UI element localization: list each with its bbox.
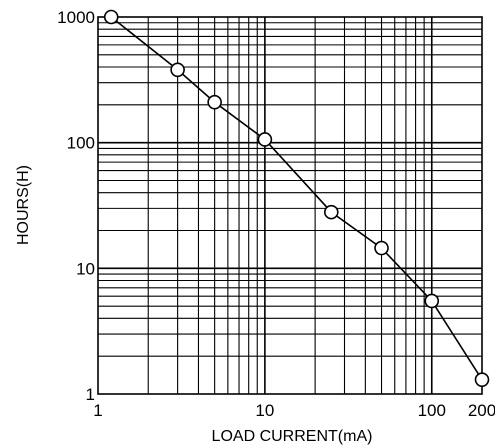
data-point (375, 242, 388, 255)
y-axis-title: HOURS(H) (15, 165, 32, 245)
data-point (258, 133, 271, 146)
x-tick-label: 100 (418, 401, 446, 420)
x-tick-label: 200 (468, 401, 495, 420)
data-point (105, 11, 118, 24)
y-tick-labels: 1 10 100 1000 (57, 8, 95, 404)
y-tick-label: 10 (76, 259, 95, 278)
x-tick-labels: 1 10 100 200 (93, 401, 495, 420)
x-tick-label: 1 (93, 401, 102, 420)
data-point (208, 96, 221, 109)
y-tick-label: 100 (67, 134, 95, 153)
plot-grid (98, 17, 482, 394)
data-point (171, 63, 184, 76)
data-point (476, 373, 489, 386)
y-tick-label: 1000 (57, 8, 95, 27)
series-line (111, 17, 482, 380)
x-tick-label: 10 (255, 401, 274, 420)
data-point (325, 206, 338, 219)
data-point (425, 294, 438, 307)
x-axis-title: LOAD CURRENT(mA) (212, 428, 373, 445)
